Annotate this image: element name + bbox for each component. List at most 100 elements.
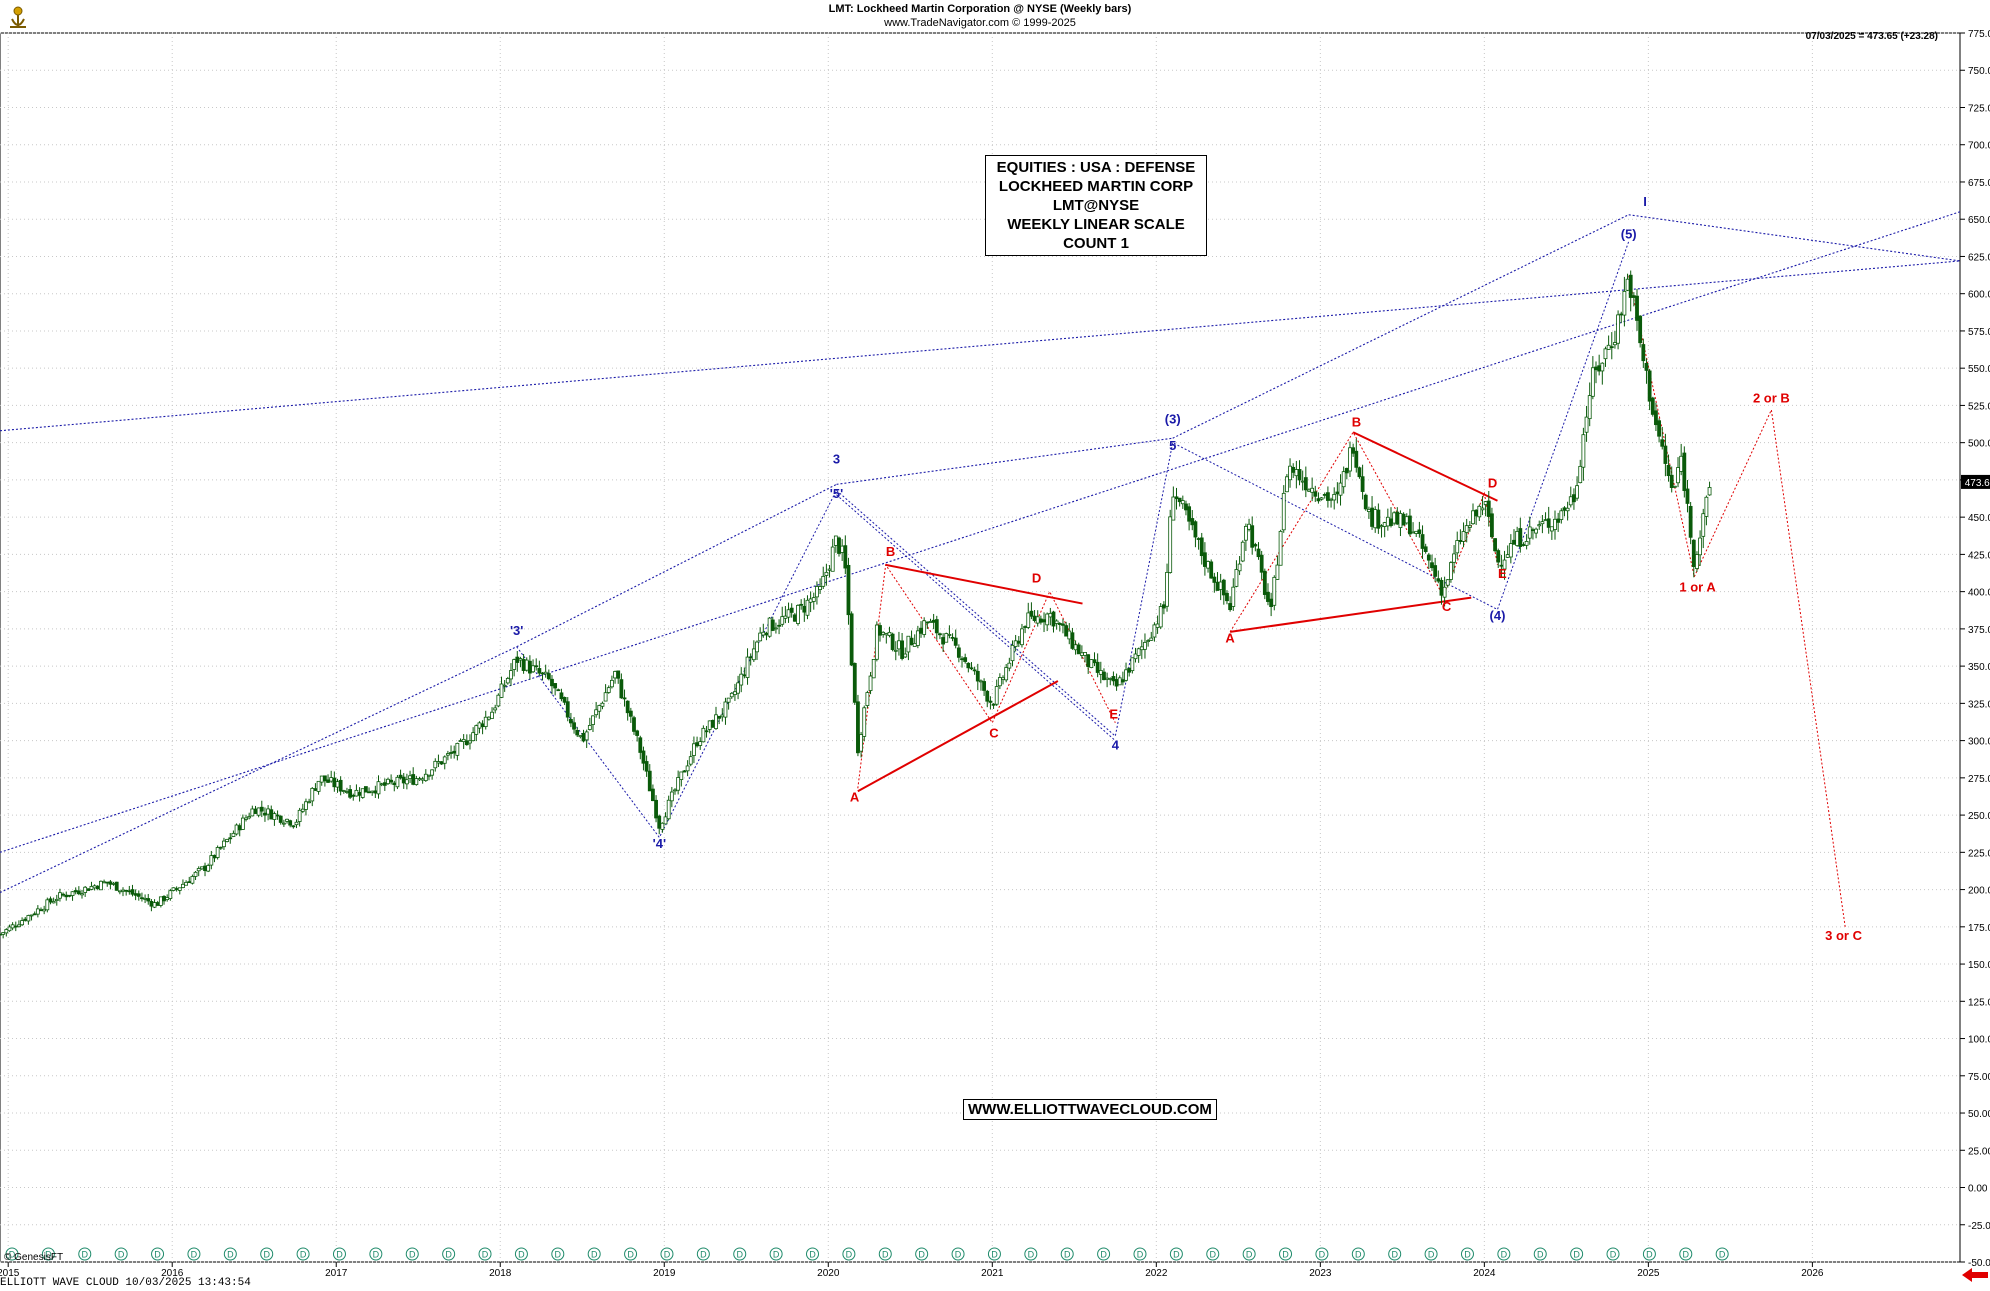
candle-body <box>114 881 119 891</box>
candle-body <box>606 687 611 693</box>
candle-body <box>1038 618 1043 623</box>
dividend-marker: D <box>1497 1247 1511 1261</box>
candle-body <box>1559 510 1564 520</box>
candle <box>912 634 917 647</box>
candle-body <box>471 732 476 742</box>
candle-body <box>518 658 523 661</box>
candle-body <box>1294 469 1299 477</box>
candle-body <box>275 814 280 817</box>
candle <box>1404 513 1409 525</box>
candle-body <box>1508 543 1513 558</box>
candle <box>1408 508 1412 537</box>
candle <box>297 807 302 827</box>
candle <box>692 736 696 764</box>
candle <box>80 889 84 899</box>
candle-body <box>1155 623 1160 628</box>
y-tick-label: 300.00 <box>1968 737 1990 748</box>
candle <box>83 886 88 897</box>
candle <box>1654 402 1658 432</box>
candle <box>316 780 321 795</box>
candle <box>1001 675 1005 685</box>
dividend-marker: D <box>1279 1247 1293 1261</box>
dividend-marker-ring <box>405 1247 419 1261</box>
candle <box>991 703 996 709</box>
candle <box>294 819 299 829</box>
candle-body <box>556 689 561 692</box>
candle-body <box>341 790 346 792</box>
candle <box>1502 550 1507 580</box>
dividend-marker: D <box>1315 1247 1329 1261</box>
candle-body <box>1565 507 1570 512</box>
dividend-marker-glyph: D <box>1355 1250 1362 1260</box>
candle <box>878 622 882 642</box>
dividend-marker-ring <box>1206 1247 1220 1261</box>
dividend-marker-glyph: D <box>1391 1250 1398 1260</box>
candle <box>997 673 1002 690</box>
candle <box>114 881 119 891</box>
candle-body <box>1467 525 1472 528</box>
footer-text: ELLIOTT WAVE CLOUD 10/03/2025 13:43:54 <box>0 1277 251 1289</box>
scroll-arrow-icon[interactable] <box>1962 1268 1988 1287</box>
dividend-marker-ring <box>332 1247 346 1261</box>
candle <box>439 761 444 765</box>
candle-body <box>1417 529 1422 534</box>
candle-body <box>20 920 24 926</box>
candle <box>20 917 24 927</box>
candle-body <box>102 881 106 884</box>
candle-body <box>512 659 517 670</box>
candle-body <box>199 866 204 870</box>
candle-body <box>228 837 233 840</box>
dividend-marker-ring <box>1497 1247 1511 1261</box>
candle-body <box>1266 591 1270 602</box>
candle <box>1136 647 1141 663</box>
candle-body <box>395 776 400 788</box>
candle <box>1130 657 1135 674</box>
candle <box>1202 542 1207 576</box>
candle-body <box>919 627 923 634</box>
candle-body <box>1247 523 1251 530</box>
candle <box>162 895 166 905</box>
candle <box>1360 464 1365 500</box>
candle-body <box>89 885 94 890</box>
candle <box>496 693 501 708</box>
candle <box>1149 631 1154 641</box>
candle-body <box>644 761 649 772</box>
dividend-marker-ring <box>442 1247 456 1261</box>
candle <box>969 662 974 671</box>
candle-body <box>1395 511 1400 525</box>
dividend-marker: D <box>478 1247 492 1261</box>
chart-title-text: LMT: Lockheed Martin Corporation @ NYSE … <box>828 3 1132 15</box>
y-tick-label: 350.00 <box>1968 662 1990 673</box>
candle <box>108 879 113 890</box>
candle-body <box>950 636 955 639</box>
candle <box>1319 497 1324 501</box>
candle <box>909 630 914 646</box>
candle <box>565 697 570 722</box>
candle <box>622 689 627 707</box>
blue-trendline <box>836 437 1173 485</box>
candle <box>376 775 381 799</box>
candle <box>10 922 15 931</box>
candle <box>199 866 204 870</box>
candle-body <box>748 656 753 659</box>
y-tick-label: 525.00 <box>1968 401 1990 412</box>
candle <box>1120 671 1125 686</box>
dividend-marker: D <box>260 1247 274 1261</box>
candle <box>455 742 460 761</box>
candle-body <box>1445 579 1450 586</box>
chart-source: www.TradeNavigator.com © 1999-2025 <box>884 17 1076 29</box>
dividend-marker: D <box>187 1247 201 1261</box>
candle <box>726 697 731 710</box>
candle <box>805 595 810 620</box>
candle-body <box>237 825 242 831</box>
candle <box>597 704 602 719</box>
candle-body <box>1225 592 1229 602</box>
candle-body <box>1685 488 1690 504</box>
candle-body <box>1351 447 1356 454</box>
candle <box>1010 640 1015 667</box>
candle <box>1543 512 1548 522</box>
candle <box>1161 601 1166 615</box>
x-tick-label: 2016 <box>161 1268 184 1279</box>
candle <box>979 679 983 691</box>
candle-body <box>240 817 245 830</box>
